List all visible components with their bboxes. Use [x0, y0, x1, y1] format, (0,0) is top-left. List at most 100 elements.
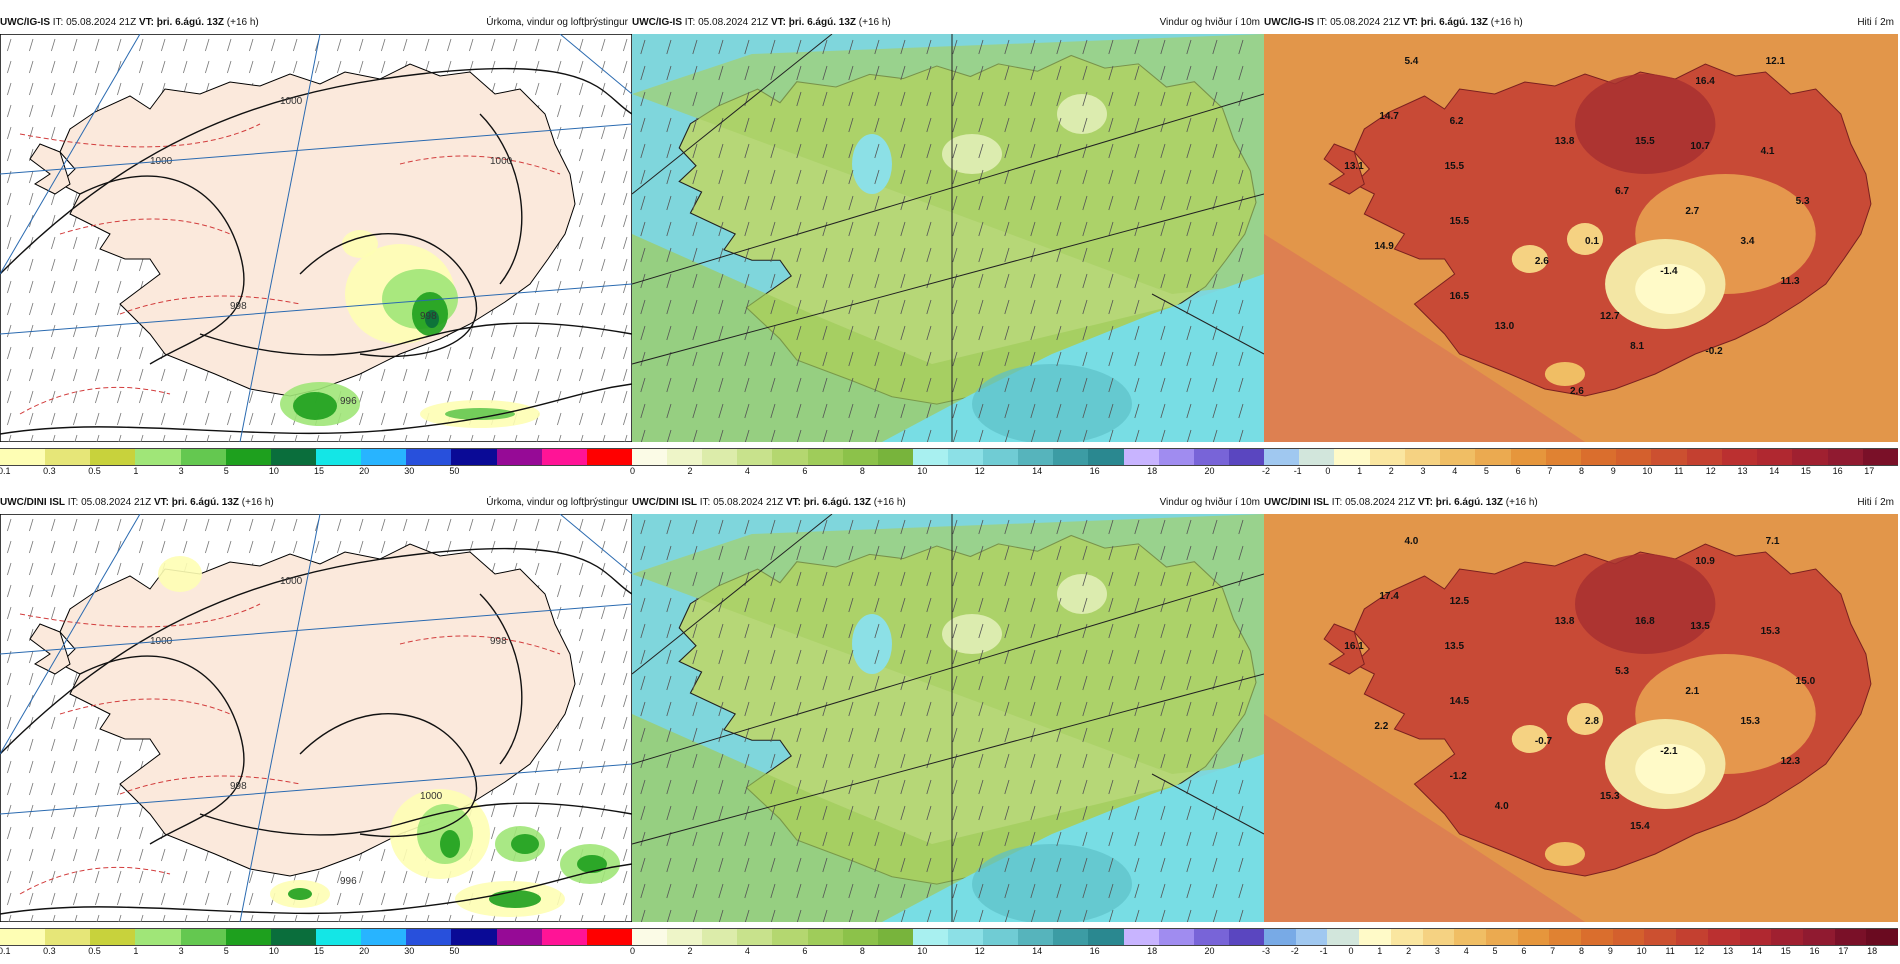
scale-swatch [451, 449, 497, 465]
scale-tick-label: 6 [1515, 466, 1521, 476]
scale-swatch [451, 929, 497, 945]
scale-tick-label: 2 [687, 466, 693, 476]
scale-swatch [1334, 449, 1370, 465]
temperature-value: 15.3 [1741, 716, 1761, 727]
init-time: 05.08.2024 21Z [713, 497, 784, 508]
scale-tick-label: 9 [1607, 946, 1613, 956]
scale-swatch [807, 929, 843, 945]
temperature-value: -2.1 [1660, 746, 1678, 757]
scale-swatch [135, 449, 181, 465]
temperature-value: 6.2 [1450, 116, 1464, 127]
scale-tick-label: 10 [1636, 946, 1647, 956]
scale-swatch [1545, 449, 1581, 465]
panel-header: UWC/IG-IS IT: 05.08.2024 21Z VT: þri. 6.… [632, 14, 1264, 32]
scale-tick-label: 3 [178, 466, 184, 476]
model-label: UWC/IG-IS [632, 17, 682, 28]
temperature-value: 4.1 [1761, 146, 1775, 157]
scale-tick-label: 10 [917, 946, 928, 956]
temperature-value: 16.5 [1450, 291, 1470, 302]
scale-swatch [90, 929, 136, 945]
scale-ticks: -3 -2 -1 0 1 2 3 4 5 6 7 8 9 10 11 12 13 14 15 16 17 18 [1262, 946, 1898, 958]
scale-swatch [1228, 449, 1264, 465]
scale-swatch [632, 929, 668, 945]
scale-swatch [180, 929, 226, 945]
temperature-value: -0.7 [1535, 736, 1553, 747]
isobar-label: 996 [340, 396, 357, 407]
temperature-value: 15.0 [1796, 676, 1816, 687]
scale-tick-label: 4 [744, 466, 750, 476]
temperature-value: 15.5 [1445, 161, 1465, 172]
color-scale [1264, 448, 1898, 466]
scale-swatch [1475, 449, 1511, 465]
graticule [0, 514, 632, 922]
scale-swatch [667, 449, 703, 465]
lead-time: (+16 h) [1490, 17, 1523, 28]
scale-tick-label: 13 [1737, 466, 1748, 476]
wind-arrows [640, 519, 1244, 922]
scale-tick-label: 6 [1521, 946, 1527, 956]
scale-swatch [842, 929, 878, 945]
map-canvas: 5.4 12.1 16.4 14.7 6.2 13.8 15.5 10.7 4.1 13.1 15.… [1264, 34, 1898, 442]
graticule [0, 34, 632, 442]
map-svg [632, 34, 1264, 442]
temperature-value: 15.4 [1630, 821, 1650, 832]
scale-tick-label: 12 [1705, 466, 1716, 476]
temperature-value: 5.3 [1615, 666, 1629, 677]
scale-tick-label: 30 [404, 946, 415, 956]
scale-tick-label: 2 [1388, 466, 1394, 476]
scale-tick-label: 14 [1032, 466, 1043, 476]
scale-swatch [1390, 929, 1423, 945]
color-scale [0, 448, 632, 466]
scale-swatch [45, 449, 91, 465]
init-time: 05.08.2024 21Z [81, 497, 152, 508]
scale-tick-label: 0 [630, 946, 636, 956]
init-time: 05.08.2024 21Z [66, 17, 137, 28]
field-title: Úrkoma, vindur og loftþrýstingur [486, 17, 628, 28]
scale-tick-label: 14 [1032, 946, 1043, 956]
scale-swatch [0, 449, 46, 465]
model-label: UWC/IG-IS [1264, 17, 1314, 28]
temperature-value: -1.4 [1660, 266, 1678, 277]
temperature-value: 15.3 [1600, 791, 1620, 802]
precipitation-areas [280, 230, 540, 428]
valid-time: þri. 6.ágú. 13Z [156, 17, 224, 28]
scale-swatch [947, 449, 984, 465]
scale-tick-label: -2 [1290, 946, 1299, 956]
scale-swatch [406, 449, 452, 465]
scale-tick-label: -3 [1262, 946, 1271, 956]
temperature-value: 6.7 [1615, 186, 1629, 197]
scale-swatch [1549, 929, 1582, 945]
valid-time: þri. 6.ágú. 13Z [1435, 497, 1503, 508]
init-time: 05.08.2024 21Z [1330, 17, 1401, 28]
temperature-value: 17.4 [1379, 591, 1399, 602]
scale-tick-label: 2 [1406, 946, 1412, 956]
model-label: UWC/DINI ISL [1264, 497, 1329, 508]
scale-swatch [772, 929, 808, 945]
temperature-value: 13.8 [1555, 136, 1575, 147]
scale-tick-label: 14 [1769, 466, 1780, 476]
vt-label: VT: [770, 17, 786, 28]
scale-swatch [586, 929, 632, 945]
scale-swatch [180, 449, 226, 465]
temperature-labels: 5.4 12.1 16.4 14.7 6.2 13.8 15.5 10.7 4.1 13.1 15.… [1344, 56, 1810, 397]
scale-tick-label: 12 [974, 466, 985, 476]
panel-header: UWC/DINI ISL IT: 05.08.2024 21Z VT: þri.… [632, 494, 1264, 512]
temperature-value: 10.7 [1690, 141, 1710, 152]
scale-swatch [1616, 449, 1652, 465]
temperature-value: 13.0 [1495, 321, 1515, 332]
it-label: IT: [1331, 497, 1343, 508]
lead-time: (+16 h) [226, 17, 259, 28]
panel-header: UWC/DINI ISL IT: 05.08.2024 21Z VT: þri.… [0, 494, 632, 512]
scale-tick-label: 0 [1348, 946, 1354, 956]
temperature-value: 13.8 [1555, 616, 1575, 627]
scale-tick-label: 0 [1325, 466, 1331, 476]
isobar-label: 998 [420, 311, 437, 322]
scale-swatch [361, 929, 407, 945]
scale-tick-label: 1 [133, 466, 139, 476]
field-title: Vindur og hviður í 10m [1159, 497, 1260, 508]
scale-swatch [1193, 929, 1229, 945]
scale-tick-label: 5 [223, 946, 229, 956]
map-panel-top-temp: UWC/IG-IS IT: 05.08.2024 21Z VT: þri. 6.… [1262, 14, 1898, 484]
scale-swatch [1088, 449, 1124, 465]
scale-swatch [1158, 449, 1194, 465]
